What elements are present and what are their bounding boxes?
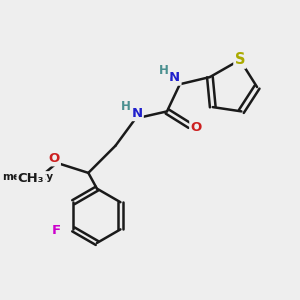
Text: F: F [52, 224, 61, 237]
Text: methoxy: methoxy [2, 172, 53, 182]
Text: N: N [169, 71, 180, 84]
Text: O: O [190, 121, 202, 134]
Text: N: N [131, 107, 142, 120]
Text: H: H [159, 64, 169, 77]
Text: CH₃: CH₃ [18, 172, 44, 185]
Text: H: H [121, 100, 130, 113]
Text: S: S [235, 52, 245, 68]
Text: O: O [48, 152, 60, 165]
